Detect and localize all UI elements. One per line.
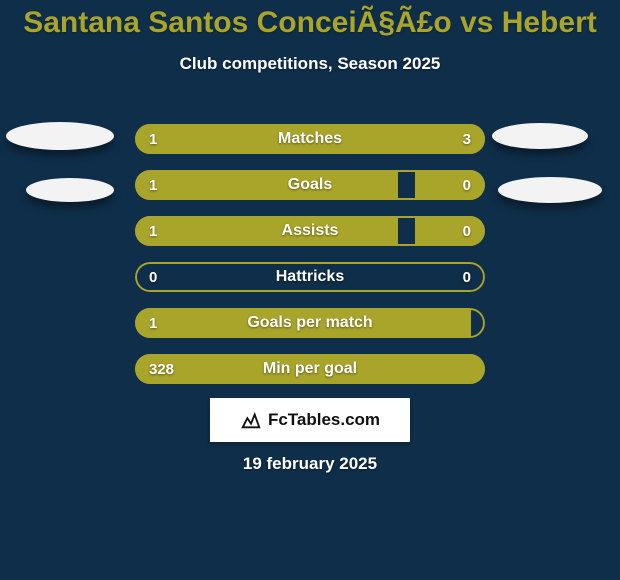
comparison-infographic: Santana Santos ConceiÃ§Ã£o vs Hebert Clu… <box>0 0 620 580</box>
stat-label: Assists <box>135 216 485 246</box>
stat-value-left: 1 <box>149 124 157 154</box>
footer-date: 19 february 2025 <box>0 454 620 474</box>
player-left-avatar-1 <box>6 122 114 150</box>
player-right-avatar-1 <box>492 123 588 149</box>
stat-label: Goals per match <box>135 308 485 338</box>
comparison-bars: Matches13Goals10Assists10Hattricks00Goal… <box>135 124 485 400</box>
page-subtitle: Club competitions, Season 2025 <box>0 54 620 74</box>
stat-value-right: 0 <box>463 216 471 246</box>
stat-value-right: 0 <box>463 170 471 200</box>
stat-value-left: 0 <box>149 262 157 292</box>
stat-value-left: 328 <box>149 354 174 384</box>
stat-row: Hattricks0 0 <box>135 262 485 292</box>
stat-label: Goals <box>135 170 485 200</box>
stat-value-right: 3 <box>463 124 471 154</box>
stat-label: Hattricks <box>135 262 485 292</box>
brand-text: FcTables.com <box>268 410 380 430</box>
stat-row: Min per goal328 <box>135 354 485 384</box>
stat-label: Min per goal <box>135 354 485 384</box>
player-right-avatar-2 <box>498 177 602 203</box>
stat-value-right: 0 <box>463 262 471 292</box>
stat-label: Matches <box>135 124 485 154</box>
stat-row: Matches1 3 <box>135 124 485 154</box>
player-left-avatar-2 <box>26 178 114 202</box>
stat-value-left: 1 <box>149 216 157 246</box>
brand-badge: FcTables.com <box>210 398 410 442</box>
stat-row: Goals1 0 <box>135 170 485 200</box>
stat-row: Assists1 0 <box>135 216 485 246</box>
stat-value-left: 1 <box>149 170 157 200</box>
stat-row: Goals per match1 <box>135 308 485 338</box>
fctables-logo-icon <box>240 409 262 431</box>
stat-value-left: 1 <box>149 308 157 338</box>
page-title: Santana Santos ConceiÃ§Ã£o vs Hebert <box>0 0 620 40</box>
